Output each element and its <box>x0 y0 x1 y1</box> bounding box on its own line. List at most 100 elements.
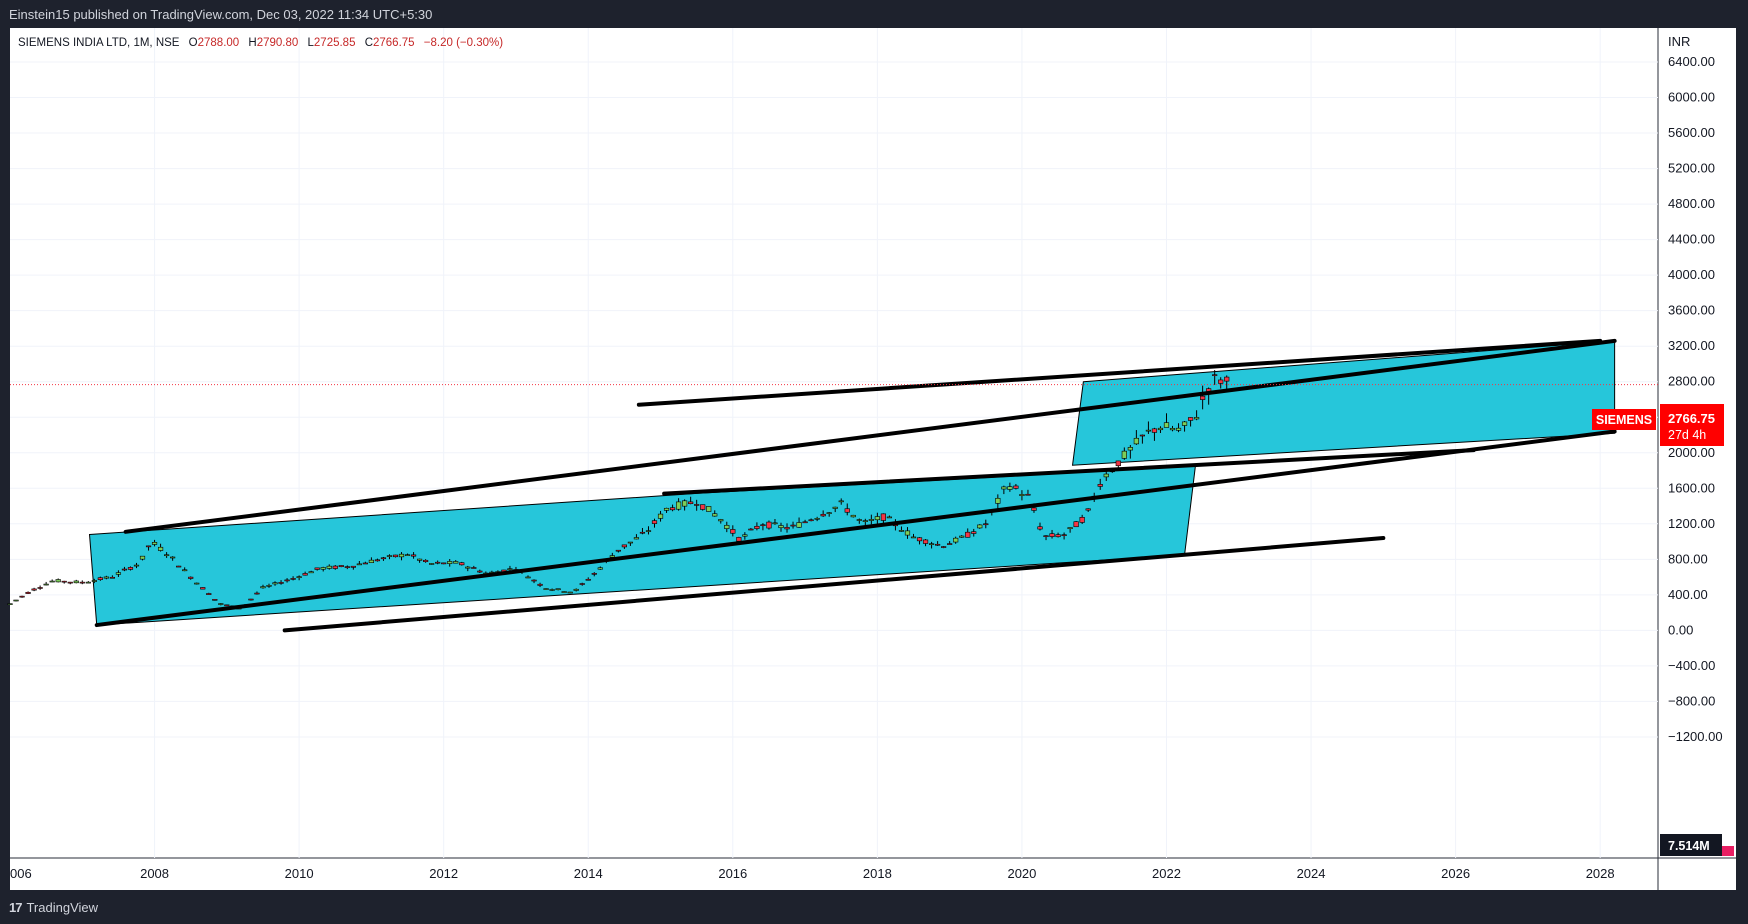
candle <box>772 522 778 525</box>
price-axis[interactable] <box>1658 28 1736 890</box>
time-tick: 2008 <box>140 866 169 881</box>
candle <box>675 501 682 510</box>
candle <box>712 513 718 517</box>
candle <box>392 554 399 558</box>
candle <box>25 591 31 594</box>
candle <box>802 521 808 524</box>
candle <box>808 519 814 522</box>
candle <box>621 544 627 548</box>
time-tick: 2014 <box>574 866 603 881</box>
candle <box>591 573 597 575</box>
candle <box>1175 427 1182 431</box>
candle <box>164 554 170 557</box>
tradingview-logo[interactable]: 17 TradingView <box>9 900 98 915</box>
candle <box>248 598 254 601</box>
candles <box>7 370 1230 610</box>
trend-line[interactable] <box>94 429 1617 628</box>
candle <box>609 555 615 558</box>
candle <box>645 530 652 532</box>
candle <box>549 589 555 591</box>
candle <box>597 567 603 570</box>
legend-open: 2788.00 <box>198 37 240 49</box>
candle <box>182 569 188 572</box>
candle <box>362 562 368 565</box>
candle <box>1151 428 1158 433</box>
candle <box>1055 534 1061 538</box>
legend-low: 2725.85 <box>314 37 356 49</box>
candle <box>1115 460 1121 467</box>
candle <box>688 501 694 504</box>
candle <box>109 576 115 579</box>
candle <box>766 521 772 529</box>
candle <box>67 581 73 584</box>
candle <box>579 583 585 585</box>
candle <box>453 561 459 564</box>
candle <box>1049 533 1055 537</box>
footer: 17 TradingView <box>0 890 1748 924</box>
candle <box>778 525 784 529</box>
candle <box>224 604 230 607</box>
candle <box>706 506 712 512</box>
candle <box>79 581 85 584</box>
candle <box>669 507 676 511</box>
candle <box>13 599 19 602</box>
candle <box>206 593 212 595</box>
last-price-tag-bg <box>1660 404 1724 446</box>
candle <box>320 567 326 570</box>
candle <box>1085 508 1091 511</box>
candle <box>941 546 947 548</box>
trend-line[interactable] <box>282 536 1386 633</box>
price-tick: −400.00 <box>1668 658 1715 673</box>
scale-corner <box>1658 858 1736 890</box>
candle <box>886 516 893 519</box>
candle <box>543 588 549 590</box>
candle <box>1013 485 1019 489</box>
candle <box>1073 521 1079 528</box>
candle <box>212 599 218 601</box>
price-tag: SIEMENS 2766.75 27d 4h <box>1592 404 1724 446</box>
candle <box>700 504 706 510</box>
candle <box>477 570 483 573</box>
candle <box>61 580 67 583</box>
publish-header: Einstein15 published on TradingView.com,… <box>0 0 1748 28</box>
candle <box>356 563 362 566</box>
candle <box>332 565 338 569</box>
candle <box>1067 527 1073 530</box>
candle <box>844 508 850 513</box>
trend-line[interactable] <box>636 338 1603 407</box>
candle <box>880 513 886 521</box>
volume-tag-bg <box>1660 834 1722 856</box>
candle <box>1212 374 1218 376</box>
candle <box>507 568 513 570</box>
trend-line[interactable] <box>123 338 1617 534</box>
legend-close: 2766.75 <box>373 37 415 49</box>
candle <box>1019 494 1025 496</box>
candle <box>194 582 200 585</box>
candle <box>218 603 224 605</box>
candle <box>1218 379 1224 384</box>
candle <box>682 500 688 507</box>
price-tick: 1200.00 <box>1668 516 1715 531</box>
candle <box>784 527 790 530</box>
candle <box>170 556 176 559</box>
candle <box>874 516 880 521</box>
candle <box>404 554 411 556</box>
price-tick: 5600.00 <box>1668 125 1715 140</box>
bar-countdown: 27d 4h <box>1668 428 1706 442</box>
candle <box>790 524 796 527</box>
legend-high-label: H <box>248 37 256 49</box>
trend-line[interactable] <box>662 448 1476 496</box>
candle <box>977 524 983 529</box>
candle <box>441 562 447 565</box>
price-tick: 2800.00 <box>1668 374 1715 389</box>
candle <box>916 537 923 542</box>
candle <box>435 561 441 564</box>
candle <box>284 579 290 582</box>
candle <box>561 591 567 593</box>
candle <box>55 579 61 583</box>
logo-mark: 17 <box>9 900 23 915</box>
candle <box>91 580 97 582</box>
candle <box>31 588 37 591</box>
currency-label: INR <box>1668 34 1690 49</box>
